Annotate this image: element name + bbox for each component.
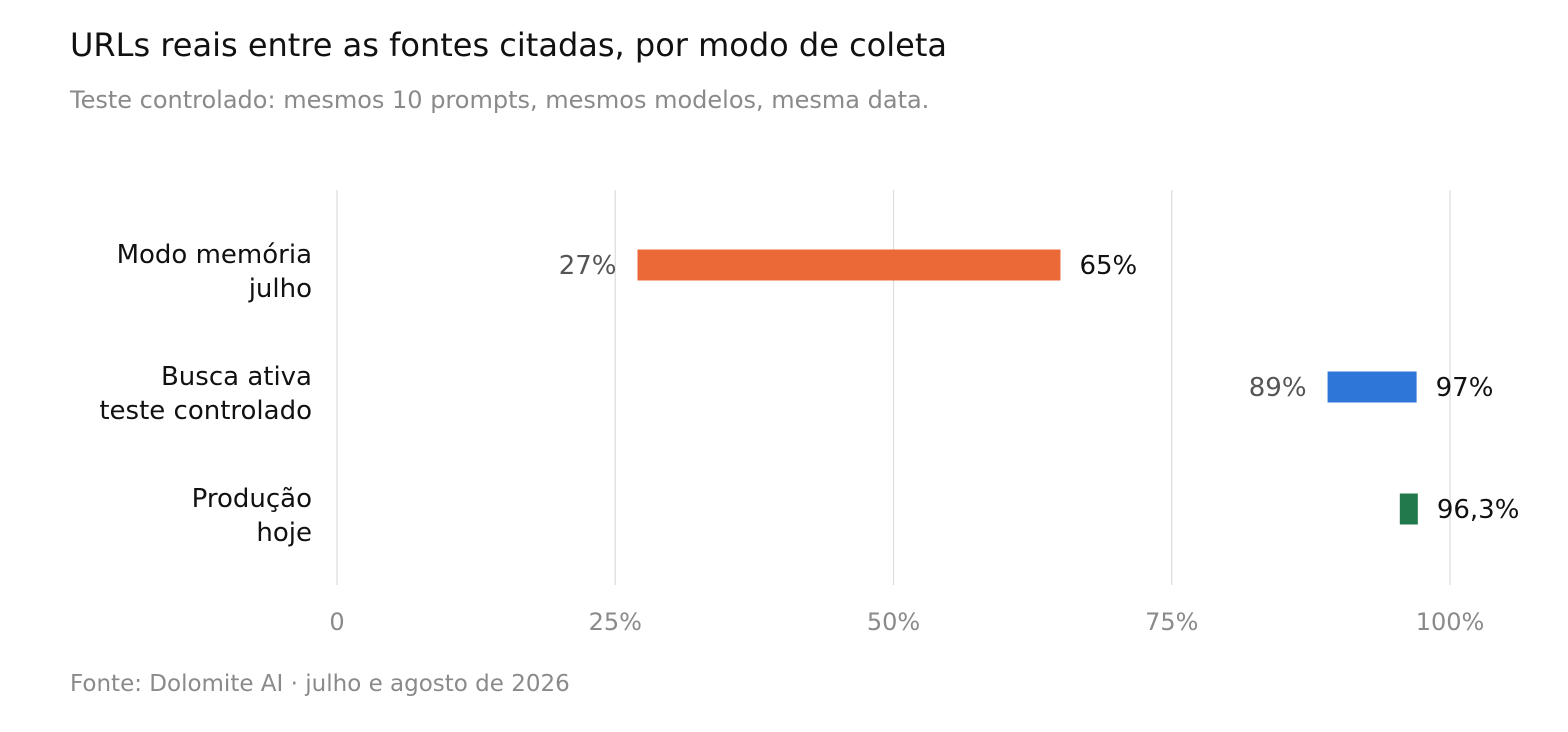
x-tick-label: 75%	[1145, 608, 1198, 636]
high-value-label: 65%	[1079, 251, 1137, 281]
category-label-line: Modo memória	[117, 240, 312, 270]
category-label-line: hoje	[256, 518, 312, 548]
high-value-label: 97%	[1436, 373, 1494, 403]
low-value-label: 27%	[559, 251, 617, 281]
chart-title: URLs reais entre as fontes citadas, por …	[70, 26, 947, 64]
category-label-line: teste controlado	[99, 396, 312, 426]
range-bar	[1399, 493, 1418, 525]
category-label: Modo memória julho	[117, 240, 312, 304]
low-value-label: 89%	[1249, 373, 1307, 403]
x-tick-label: 25%	[589, 608, 642, 636]
x-tick-label: 0	[329, 608, 344, 636]
category-label-line: Produção	[192, 484, 312, 514]
high-value-label: 96,3%	[1437, 495, 1520, 525]
chart-source-note: Fonte: Dolomite AI · julho e agosto de 2…	[70, 671, 570, 697]
category-label-line: Busca ativa	[161, 362, 312, 392]
category-label: Busca ativa teste controlado	[99, 362, 312, 426]
range-bar	[637, 249, 1061, 281]
chart-subtitle: Teste controlado: mesmos 10 prompts, mes…	[70, 86, 930, 114]
category-label: Produção hoje	[192, 484, 312, 548]
range-bar	[1327, 371, 1417, 403]
category-label-line: julho	[248, 274, 312, 304]
x-tick-label: 100%	[1416, 608, 1485, 636]
x-tick-label: 50%	[867, 608, 920, 636]
